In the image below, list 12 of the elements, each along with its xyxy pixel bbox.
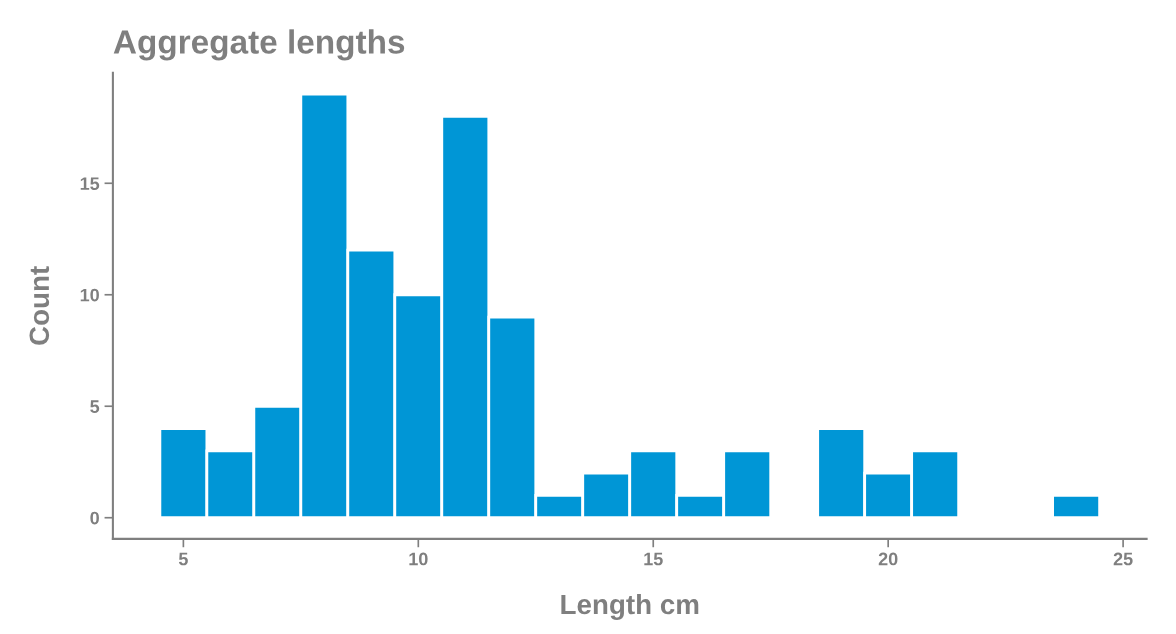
y-tick-label: 10 (80, 288, 99, 302)
x-tick-label: 25 (1113, 552, 1133, 566)
chart-title: Aggregate lengths (113, 29, 405, 61)
y-tick-label: 15 (80, 177, 100, 190)
x-tick-label: 15 (644, 552, 663, 566)
y-tick-label: 0 (90, 511, 99, 525)
x-axis-title: Length cm (561, 593, 699, 620)
y-tick-label: 5 (90, 400, 100, 413)
x-tick-label: 10 (409, 552, 428, 566)
x-tick-label: 5 (178, 552, 188, 566)
y-axis-title: Count (29, 266, 50, 345)
x-tick-label: 20 (878, 552, 898, 566)
